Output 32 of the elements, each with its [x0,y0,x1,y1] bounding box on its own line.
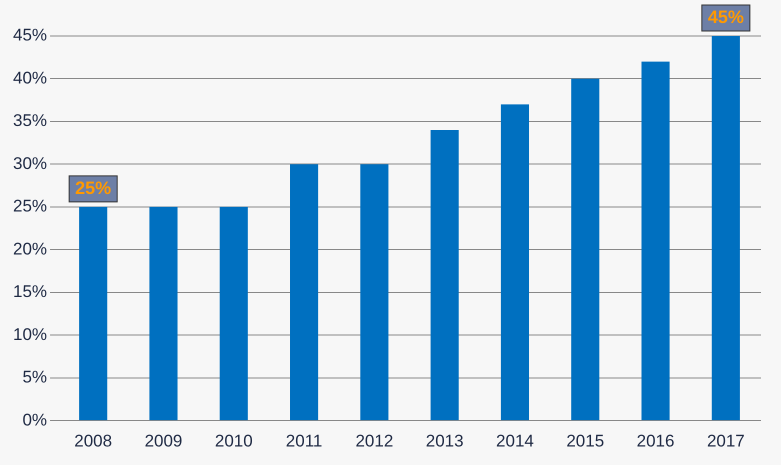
bar [220,206,248,420]
x-tick-label: 2017 [706,431,745,450]
y-tick-label: 40% [12,68,48,88]
x-tick-label: 2015 [566,431,604,450]
x-tick-label: 2014 [496,431,534,450]
bar [149,206,178,420]
x-tick-label: 2009 [144,431,182,450]
x-tick-label: 2016 [636,431,674,450]
bar [712,36,740,420]
bar [571,78,600,420]
bar [430,130,459,420]
y-tick-label: 10% [12,324,48,344]
bar [290,164,318,420]
y-tick-label: 5% [22,368,48,387]
data-label: 45% [708,6,744,27]
y-tick-label: 20% [12,239,48,258]
x-tick-label: 2010 [214,431,253,450]
x-tick-label: 2013 [426,431,464,450]
x-tick-label: 2012 [355,431,394,450]
x-tick-label: 2011 [286,431,322,450]
y-tick-label: 45% [12,26,48,45]
y-tick-label: 25% [12,196,48,216]
y-tick-label: 35% [12,111,48,130]
x-tick-label: 2008 [74,431,112,450]
y-tick-label: 30% [12,154,48,173]
data-label: 25% [75,178,112,198]
y-tick-label: 0% [22,410,48,430]
y-tick-label: 15% [12,282,48,302]
bar [500,104,530,420]
bar [641,62,670,420]
bar [79,206,108,420]
bar [360,164,388,420]
